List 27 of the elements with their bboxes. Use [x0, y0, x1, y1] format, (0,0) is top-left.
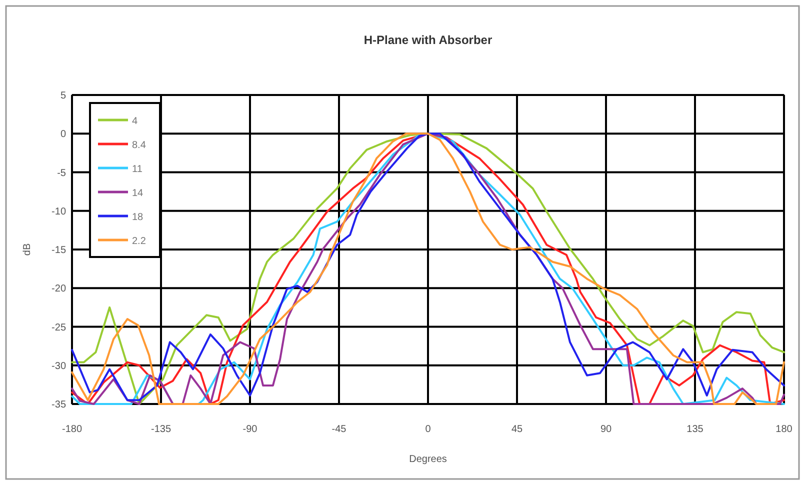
- y-tick-label: -5: [57, 168, 66, 179]
- x-axis-title: Degrees: [409, 454, 447, 465]
- x-tick-label: 135: [686, 424, 704, 435]
- y-axis-title: dB: [22, 243, 33, 256]
- y-tick-label: 5: [60, 90, 66, 102]
- y-tick-label: -20: [52, 284, 66, 295]
- y-tick-label: 0: [60, 129, 66, 140]
- y-tick-label: -35: [52, 400, 66, 410]
- legend-label: 11: [132, 164, 143, 175]
- x-tick-label: -45: [332, 424, 347, 435]
- legend-label: 18: [132, 212, 144, 223]
- x-tick-label: -90: [242, 424, 258, 435]
- legend-label: 8.4: [132, 140, 146, 151]
- y-tick-label: -10: [52, 206, 66, 218]
- x-tick-label: -135: [150, 424, 172, 435]
- y-tick-label: -30: [52, 360, 66, 372]
- x-tick-label: 45: [511, 424, 523, 435]
- x-tick-label: 0: [425, 424, 432, 435]
- x-tick-label: 90: [600, 424, 612, 435]
- x-tick-label: 180: [776, 424, 793, 435]
- y-tick-label: -25: [52, 322, 66, 334]
- legend-label: 4: [132, 116, 138, 127]
- y-tick-label: -15: [52, 245, 66, 256]
- legend-label: 14: [132, 188, 144, 199]
- x-tick-label: -180: [62, 424, 82, 435]
- legend-label: 2.2: [132, 236, 146, 247]
- chart-title: H-Plane with Absorber: [364, 33, 492, 47]
